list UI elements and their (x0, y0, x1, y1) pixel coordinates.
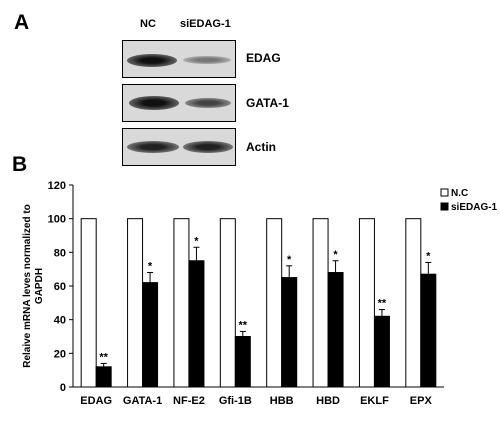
y-axis-label: Relaive mRNA leves normalized toGAPDH (22, 204, 45, 368)
blot-band (129, 96, 179, 110)
y-tick-label: 20 (54, 348, 66, 360)
blot-band (183, 56, 231, 64)
y-tick-label: 0 (60, 382, 66, 394)
blot-strip-gata1 (122, 84, 236, 122)
blot-row-label-actin: Actin (246, 140, 276, 154)
blot-lane-si-label: siEDAG-1 (180, 18, 231, 30)
bar-siedag (420, 273, 437, 388)
blot-row-label-gata1: GATA-1 (246, 96, 289, 110)
significance-label: * (287, 254, 292, 266)
legend-label-nc: N.C (451, 188, 468, 199)
bar-nc (80, 218, 97, 388)
x-tick-label: EKLF (360, 395, 389, 407)
bar-nc (173, 218, 190, 388)
significance-label: ** (99, 351, 108, 363)
blot-band (127, 54, 177, 67)
y-tick-label: 120 (48, 180, 66, 192)
x-tick-label: GATA-1 (123, 395, 162, 407)
blot-lane-nc-label: NC (140, 18, 156, 30)
panel-b-label: B (12, 153, 28, 176)
legend-swatch-nc (440, 188, 449, 197)
x-tick-label: EDAG (80, 395, 112, 407)
x-tick-label: EPX (410, 395, 433, 407)
bar-siedag (188, 260, 205, 388)
bar-nc (266, 218, 283, 388)
legend-label-siedag: siEDAG-1 (451, 202, 498, 213)
blot-strip-actin (122, 128, 236, 166)
panel-a-label: A (14, 11, 30, 34)
x-tick-label: Gfi-1B (219, 395, 252, 407)
significance-label: ** (239, 319, 248, 331)
significance-label: * (194, 235, 199, 247)
bar-nc (127, 218, 144, 388)
significance-label: * (148, 261, 153, 273)
blot-band (183, 141, 233, 153)
bar-siedag (234, 336, 251, 388)
y-tick-label: 80 (54, 247, 66, 259)
bar-siedag (327, 272, 344, 388)
blot-band (127, 141, 179, 153)
bar-nc (219, 218, 236, 388)
y-tick-label: 100 (48, 214, 66, 226)
bar-siedag (373, 315, 390, 388)
bar-nc (312, 218, 329, 388)
bar-siedag (95, 366, 112, 388)
x-tick-label: HBD (316, 395, 340, 407)
y-tick-label: 40 (54, 315, 66, 327)
y-tick-label: 60 (54, 281, 66, 293)
bar-nc (358, 218, 375, 388)
blot-band (185, 98, 231, 108)
bar-siedag (281, 277, 298, 388)
legend-swatch-siedag (440, 202, 449, 211)
significance-label: ** (378, 298, 387, 310)
bar-nc (405, 218, 422, 388)
blot-strip-edag (122, 40, 236, 78)
x-tick-label: HBB (270, 395, 294, 407)
significance-label: * (333, 249, 338, 261)
bar-siedag (142, 282, 159, 388)
x-tick-label: NF-E2 (173, 395, 205, 407)
significance-label: * (426, 250, 431, 262)
blot-row-label-edag: EDAG (246, 51, 281, 65)
